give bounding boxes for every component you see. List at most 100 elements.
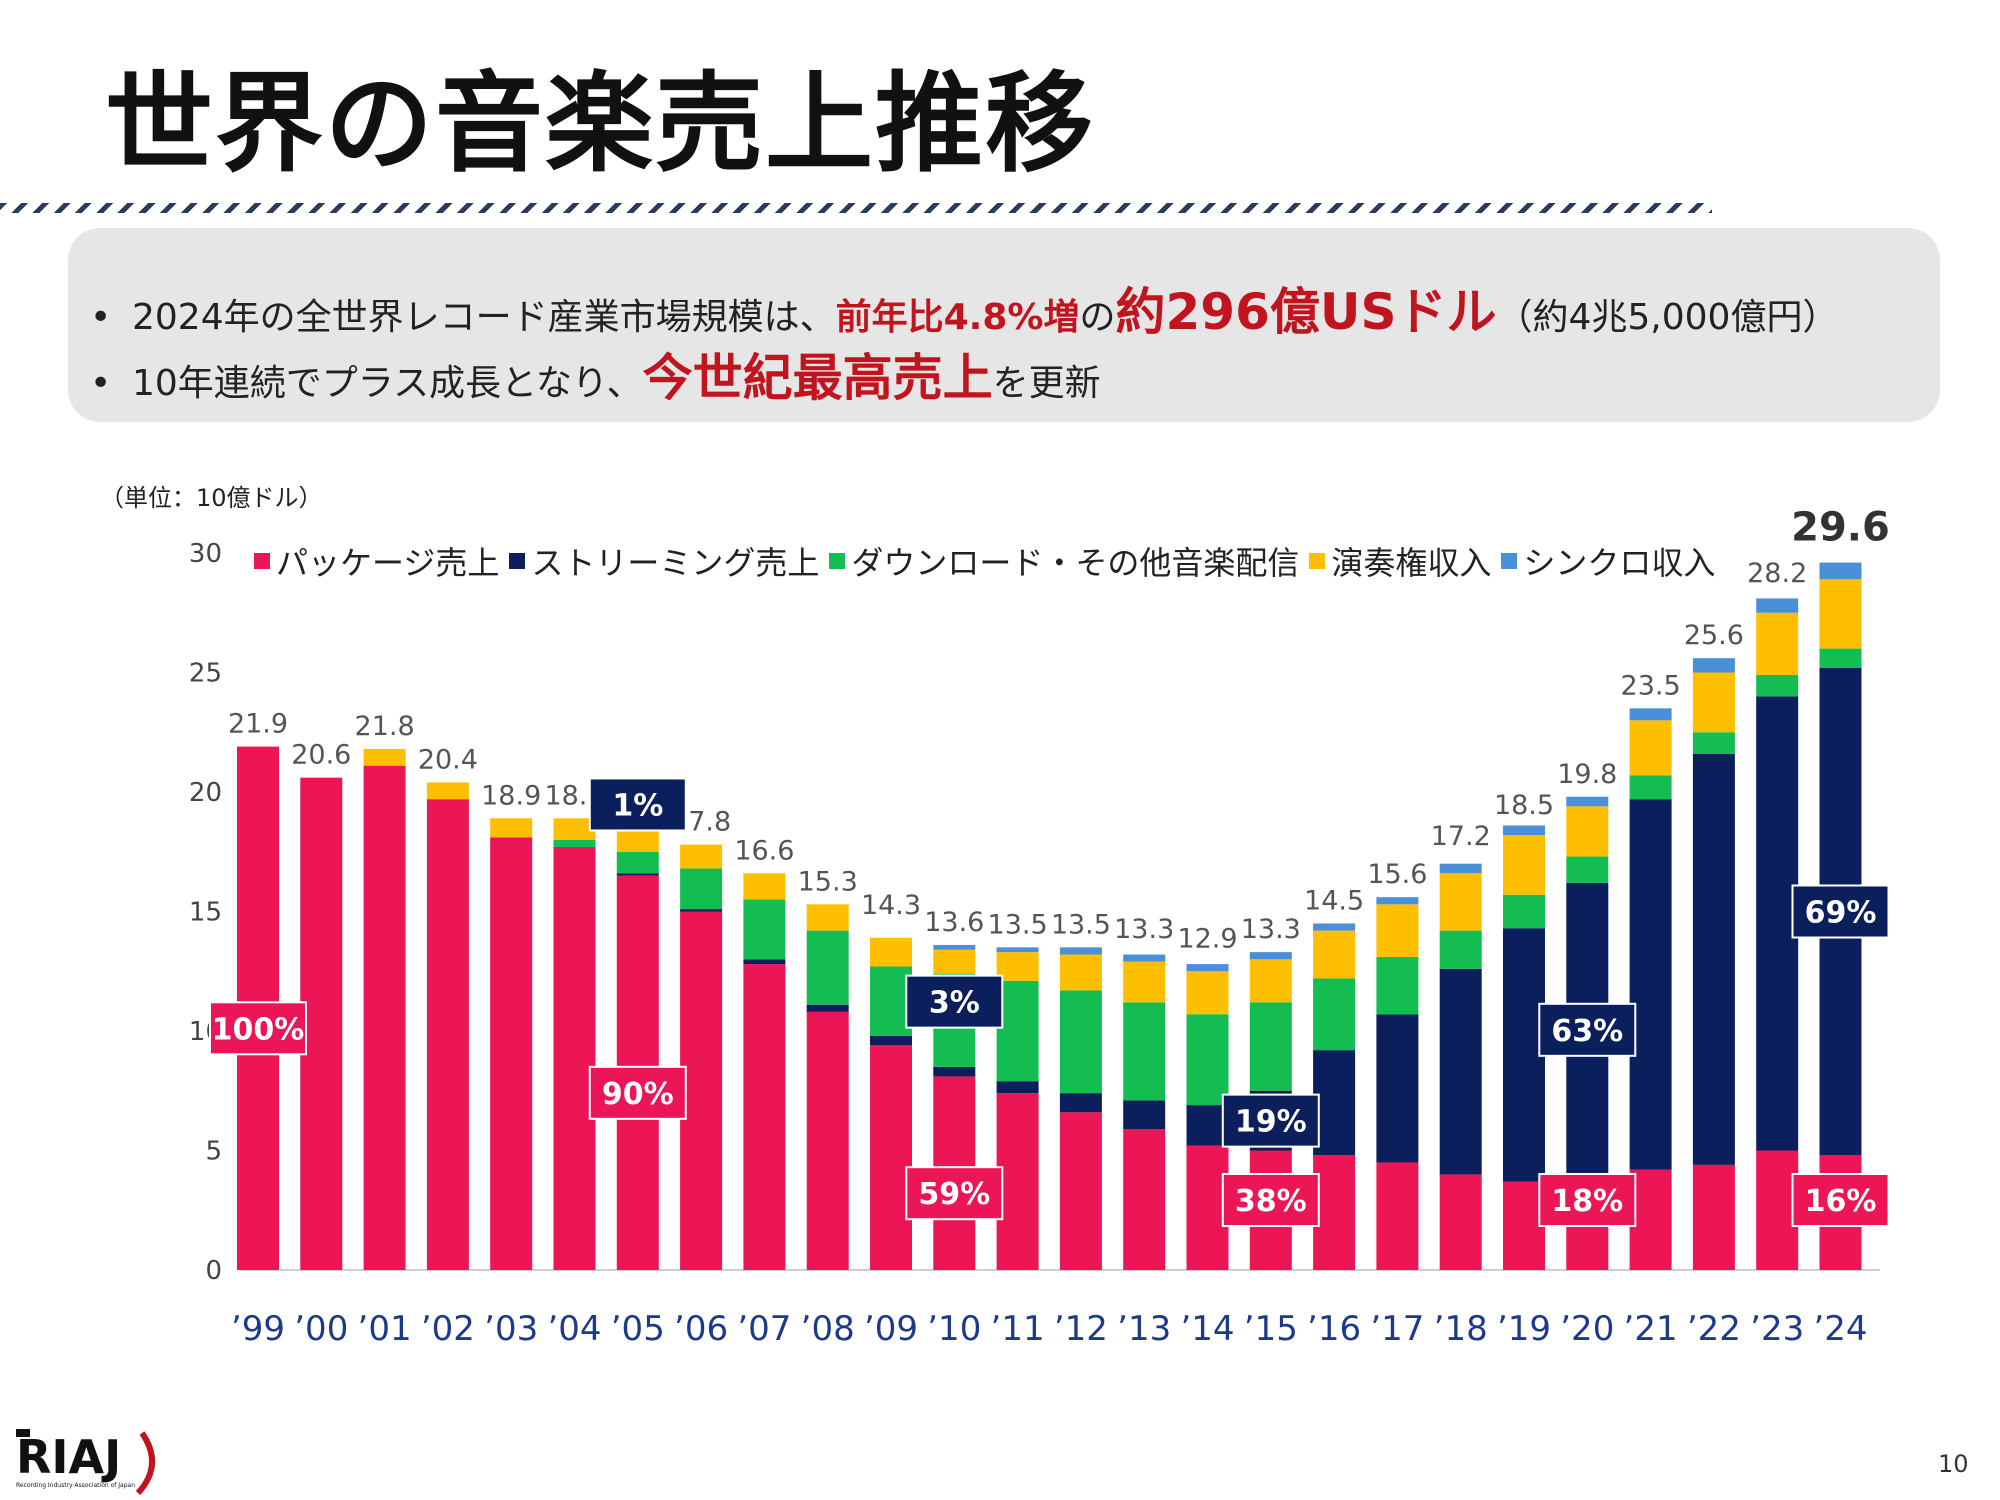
bar-segment-streaming xyxy=(933,1066,976,1077)
percent-badge-label: 16% xyxy=(1805,1184,1877,1219)
bar-segment-download xyxy=(870,966,912,1036)
bar-segment-sync xyxy=(933,944,976,950)
bar-segment-performance xyxy=(933,949,976,974)
x-tick-label: ’17 xyxy=(1370,1309,1424,1349)
record-highlight: 今世紀最高売上 xyxy=(642,349,993,407)
x-tick-label: ’06 xyxy=(674,1309,728,1349)
percent-badge-label: 63% xyxy=(1551,1014,1623,1049)
bar-segment-sync xyxy=(996,947,1039,953)
percent-badge-label: 38% xyxy=(1235,1184,1307,1219)
percent-badge-label: 18% xyxy=(1551,1184,1623,1219)
x-tick-label: ’10 xyxy=(927,1309,981,1349)
x-tick-label: ’08 xyxy=(801,1309,855,1349)
bar-segment-package xyxy=(426,799,469,1270)
percent-badge-streaming xyxy=(1221,1093,1320,1148)
bar-segment-download xyxy=(1756,674,1799,697)
bar-segment-package xyxy=(1629,1169,1672,1270)
bar-segment-download xyxy=(1123,1002,1166,1101)
bar-segment-streaming xyxy=(1186,1105,1229,1146)
y-tick-label: 0 xyxy=(205,1256,222,1286)
bar-segment-package xyxy=(490,837,533,1270)
x-tick-label: ’21 xyxy=(1624,1309,1678,1349)
legend-swatch xyxy=(829,553,846,569)
bar-segment-package xyxy=(300,777,343,1270)
summary-line-1: • 2024年の全世界レコード産業市場規模は、前年比4.8%増の約296億USドル… xyxy=(90,272,1838,344)
bar-segment-package xyxy=(996,1093,1039,1270)
x-tick-label: ’04 xyxy=(547,1309,601,1349)
x-tick-label: ’23 xyxy=(1750,1309,1804,1349)
bar-segment-download xyxy=(1819,648,1862,668)
x-tick-label: ’14 xyxy=(1180,1309,1234,1349)
market-size-highlight: 約296億USドル xyxy=(1115,283,1497,341)
bar-segment-streaming xyxy=(806,1004,849,1012)
total-label: 28.2 xyxy=(1747,558,1807,589)
percent-badge-label: 1% xyxy=(612,788,663,823)
legend-item-streaming: ストリーミング売上 xyxy=(509,538,819,584)
percent-badge-label: 3% xyxy=(929,986,980,1021)
x-tick-label: ’09 xyxy=(864,1309,918,1349)
bar-segment-package xyxy=(363,765,406,1270)
bar-segment-package xyxy=(1186,1145,1229,1270)
total-label: 25.6 xyxy=(1684,620,1744,651)
total-label: 21.8 xyxy=(355,711,415,742)
bar-segment-download xyxy=(553,839,596,847)
stacked-bar-chart: 05101520253021.9’9920.6’0021.8’0120.4’02… xyxy=(189,505,1890,1349)
bar-segment-download xyxy=(806,930,849,1005)
bar-segment-package xyxy=(553,846,596,1270)
bar-segment-sync xyxy=(1059,947,1102,955)
y-tick-label: 15 xyxy=(189,898,222,928)
legend-label: パッケージ売上 xyxy=(276,544,500,582)
total-label: 12.9 xyxy=(1177,924,1237,955)
percent-badge-streaming xyxy=(905,974,1004,1029)
legend-label: シンクロ収入 xyxy=(1523,544,1716,582)
summary-box xyxy=(68,228,1940,422)
percent-badge-package xyxy=(1791,1173,1890,1227)
bar-segment-performance xyxy=(490,818,533,838)
bar-segment-sync xyxy=(1439,863,1482,874)
y-tick-label: 25 xyxy=(189,659,222,689)
bar-segment-download xyxy=(1629,775,1672,800)
bar-segment-download xyxy=(1503,894,1545,929)
bar-segment-package xyxy=(1439,1174,1482,1270)
total-label: 13.3 xyxy=(1114,914,1174,945)
total-label: 29.6 xyxy=(1791,505,1890,551)
x-tick-label: ’22 xyxy=(1687,1309,1741,1349)
bar-segment-performance xyxy=(363,748,406,766)
x-tick-label: ’24 xyxy=(1813,1309,1867,1349)
legend-label: 演奏権収入 xyxy=(1331,544,1492,582)
x-tick-label: ’02 xyxy=(421,1309,475,1349)
bar-segment-download xyxy=(1692,732,1735,754)
bar-segment-package xyxy=(1692,1164,1735,1270)
total-label: 18.5 xyxy=(1494,790,1554,821)
x-tick-label: ’15 xyxy=(1244,1309,1298,1349)
percent-badge-label: 69% xyxy=(1805,896,1877,931)
total-label: 13.5 xyxy=(988,909,1048,940)
bar-segment-package xyxy=(1503,1181,1545,1270)
bar-segment-performance xyxy=(1819,579,1862,649)
bar-segment-performance xyxy=(806,904,849,931)
bar-segment-performance xyxy=(1313,930,1356,979)
bar-segment-package xyxy=(1756,1150,1799,1270)
bar-segment-sync xyxy=(1692,658,1735,673)
x-tick-label: ’13 xyxy=(1117,1309,1171,1349)
bar-segment-sync xyxy=(1503,825,1545,836)
legend-item-sync: シンクロ収入 xyxy=(1501,538,1715,584)
bullet-marker: • xyxy=(90,363,112,404)
x-tick-label: ’99 xyxy=(231,1309,285,1349)
summary-line-2: • 10年連続でプラス成長となり、今世紀最高売上を更新 xyxy=(90,338,1101,410)
total-label: 23.5 xyxy=(1621,670,1681,701)
bar-segment-streaming xyxy=(1376,1014,1419,1163)
summary-text: 2024年の全世界レコード産業市場規模は、 xyxy=(132,297,836,338)
bar-segment-performance xyxy=(1059,954,1102,991)
bar-segment-performance xyxy=(1756,612,1799,675)
bar-segment-streaming xyxy=(1059,1093,1102,1113)
bar-segment-download xyxy=(1439,930,1482,969)
legend-label: ストリーミング売上 xyxy=(531,544,820,582)
legend-swatch xyxy=(1309,553,1326,569)
legend-swatch xyxy=(1501,553,1518,569)
x-tick-label: ’18 xyxy=(1434,1309,1488,1349)
percent-badge-package xyxy=(1221,1173,1320,1227)
bar-segment-performance xyxy=(1249,959,1292,1003)
bar-segment-download xyxy=(616,851,659,874)
bar-segment-streaming xyxy=(1692,753,1735,1165)
